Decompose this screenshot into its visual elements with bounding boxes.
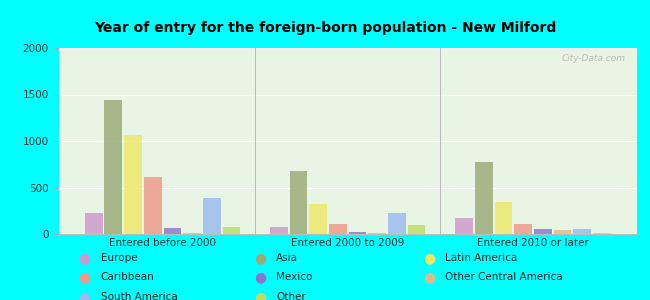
Bar bbox=[369, 233, 386, 234]
Text: Caribbean: Caribbean bbox=[101, 272, 155, 283]
Bar bbox=[475, 162, 493, 234]
Bar bbox=[183, 233, 201, 234]
Text: ●: ● bbox=[79, 290, 90, 300]
Bar bbox=[388, 213, 406, 234]
Text: Other: Other bbox=[276, 292, 306, 300]
Text: ●: ● bbox=[423, 271, 435, 284]
Bar bbox=[573, 229, 591, 234]
Text: Year of entry for the foreign-born population - New Milford: Year of entry for the foreign-born popul… bbox=[94, 21, 556, 35]
Text: ●: ● bbox=[254, 290, 266, 300]
Text: ●: ● bbox=[79, 251, 90, 265]
Text: ●: ● bbox=[423, 251, 435, 265]
Bar bbox=[144, 177, 162, 234]
Bar bbox=[290, 171, 307, 234]
Text: ●: ● bbox=[254, 271, 266, 284]
Bar bbox=[455, 218, 473, 234]
Bar bbox=[84, 213, 103, 234]
Text: South America: South America bbox=[101, 292, 177, 300]
Bar bbox=[329, 224, 346, 234]
Text: ●: ● bbox=[254, 251, 266, 265]
Bar bbox=[124, 135, 142, 234]
Text: Latin America: Latin America bbox=[445, 253, 517, 263]
Bar bbox=[349, 232, 367, 234]
Bar bbox=[495, 202, 512, 234]
Bar bbox=[203, 198, 220, 234]
Bar bbox=[164, 228, 181, 234]
Bar bbox=[270, 226, 288, 234]
Bar bbox=[309, 204, 327, 234]
Bar bbox=[534, 229, 552, 234]
Text: Mexico: Mexico bbox=[276, 272, 313, 283]
Text: Other Central America: Other Central America bbox=[445, 272, 563, 283]
Bar bbox=[408, 225, 426, 234]
Bar bbox=[514, 224, 532, 234]
Bar bbox=[593, 233, 611, 234]
Text: Europe: Europe bbox=[101, 253, 137, 263]
Text: City-Data.com: City-Data.com bbox=[562, 54, 625, 63]
Text: ●: ● bbox=[79, 271, 90, 284]
Bar bbox=[222, 226, 240, 234]
Text: Asia: Asia bbox=[276, 253, 298, 263]
Bar bbox=[554, 230, 571, 234]
Bar bbox=[105, 100, 122, 234]
